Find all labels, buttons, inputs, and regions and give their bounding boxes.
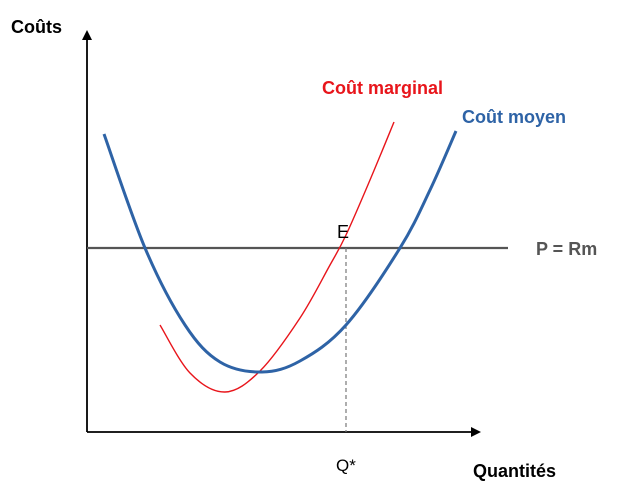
y-axis-label: Coûts bbox=[11, 17, 62, 37]
average-cost-label: Coût moyen bbox=[462, 107, 566, 127]
marginal-cost-curve bbox=[159, 121, 395, 393]
x-axis-label: Quantités bbox=[473, 461, 556, 481]
equilibrium-quantity-label: Q* bbox=[336, 456, 356, 475]
equilibrium-point-label: E bbox=[337, 222, 349, 242]
marginal-cost-label: Coût marginal bbox=[322, 78, 443, 98]
average-cost-curve bbox=[102, 130, 458, 374]
price-line-label: P = Rm bbox=[536, 239, 597, 259]
